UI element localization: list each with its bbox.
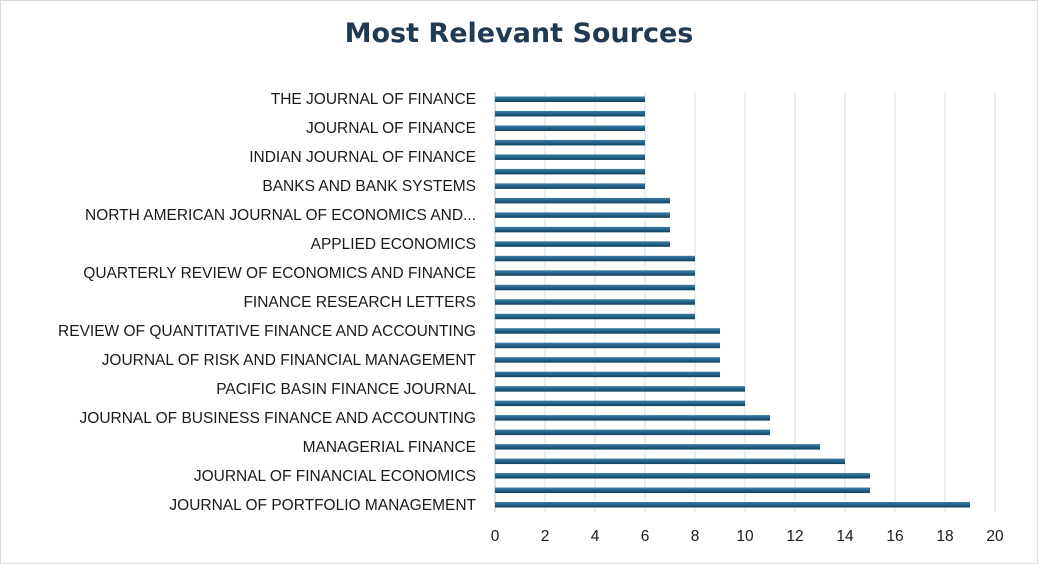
bars bbox=[495, 96, 970, 508]
bar bbox=[495, 255, 695, 262]
bar bbox=[495, 415, 770, 421]
bar bbox=[495, 371, 720, 378]
category-label: APPLIED ECONOMICS bbox=[311, 236, 476, 253]
x-tick-label: 4 bbox=[591, 528, 600, 545]
bar bbox=[495, 110, 645, 117]
bar bbox=[495, 429, 770, 436]
x-tick-label: 10 bbox=[736, 528, 754, 545]
category-label: MANAGERIAL FINANCE bbox=[303, 439, 476, 456]
x-tick-label: 12 bbox=[786, 528, 803, 545]
category-label: JOURNAL OF FINANCE bbox=[306, 120, 476, 137]
bar bbox=[495, 342, 720, 349]
category-label: JOURNAL OF PORTFOLIO MANAGEMENT bbox=[169, 497, 476, 514]
x-tick-label: 16 bbox=[886, 528, 903, 545]
bar bbox=[495, 241, 670, 247]
x-tick-label: 8 bbox=[691, 528, 700, 545]
x-tick-label: 0 bbox=[491, 528, 500, 545]
bar bbox=[495, 299, 695, 305]
category-labels: JOURNAL OF PORTFOLIO MANAGEMENT JOURNAL O… bbox=[58, 91, 476, 514]
bar bbox=[495, 473, 870, 479]
category-label: INDIAN JOURNAL OF FINANCE bbox=[249, 149, 476, 166]
x-tick-label: 6 bbox=[641, 528, 650, 545]
x-tick-label: 20 bbox=[986, 528, 1004, 545]
category-label: JOURNAL OF RISK AND FINANCIAL MANAGEMENT bbox=[102, 352, 477, 369]
category-label: JOURNAL OF BUSINESS FINANCE AND ACCOUNTI… bbox=[80, 410, 476, 427]
bar bbox=[495, 197, 670, 204]
category-label: FINANCE RESEARCH LETTERS bbox=[243, 294, 476, 311]
bar bbox=[495, 487, 870, 494]
bar bbox=[495, 502, 970, 508]
x-tick-labels: 0 2 4 6 8 10 12 14 16 18 20 bbox=[491, 528, 1004, 545]
category-label: REVIEW OF QUANTITATIVE FINANCE AND ACCOU… bbox=[58, 323, 476, 340]
bar bbox=[495, 226, 670, 233]
bar bbox=[495, 400, 745, 407]
gridlines bbox=[494, 92, 996, 512]
bar bbox=[495, 96, 645, 102]
bar bbox=[495, 183, 645, 189]
bar bbox=[495, 357, 720, 363]
category-label: NORTH AMERICAN JOURNAL OF ECONOMICS AND.… bbox=[85, 207, 476, 224]
bar bbox=[495, 328, 720, 334]
bar bbox=[495, 270, 695, 276]
category-label: THE JOURNAL OF FINANCE bbox=[271, 91, 476, 108]
bar bbox=[495, 139, 645, 146]
x-tick-label: 14 bbox=[836, 528, 854, 545]
chart-title: Most Relevant Sources bbox=[344, 18, 694, 49]
bar bbox=[495, 458, 845, 465]
bar bbox=[495, 313, 695, 320]
bar bbox=[495, 444, 820, 450]
bar bbox=[495, 212, 670, 218]
category-label: PACIFIC BASIN FINANCE JOURNAL bbox=[216, 381, 476, 398]
category-label: BANKS AND BANK SYSTEMS bbox=[262, 178, 476, 195]
category-label: QUARTERLY REVIEW OF ECONOMICS AND FINANC… bbox=[83, 265, 476, 282]
bar bbox=[495, 386, 745, 392]
category-label: JOURNAL OF FINANCIAL ECONOMICS bbox=[194, 468, 476, 485]
x-tick-label: 2 bbox=[541, 528, 550, 545]
x-tick-label: 18 bbox=[936, 528, 953, 545]
bar bbox=[495, 168, 645, 175]
bar bbox=[495, 125, 645, 131]
bar bbox=[495, 284, 695, 291]
bar bbox=[495, 154, 645, 160]
